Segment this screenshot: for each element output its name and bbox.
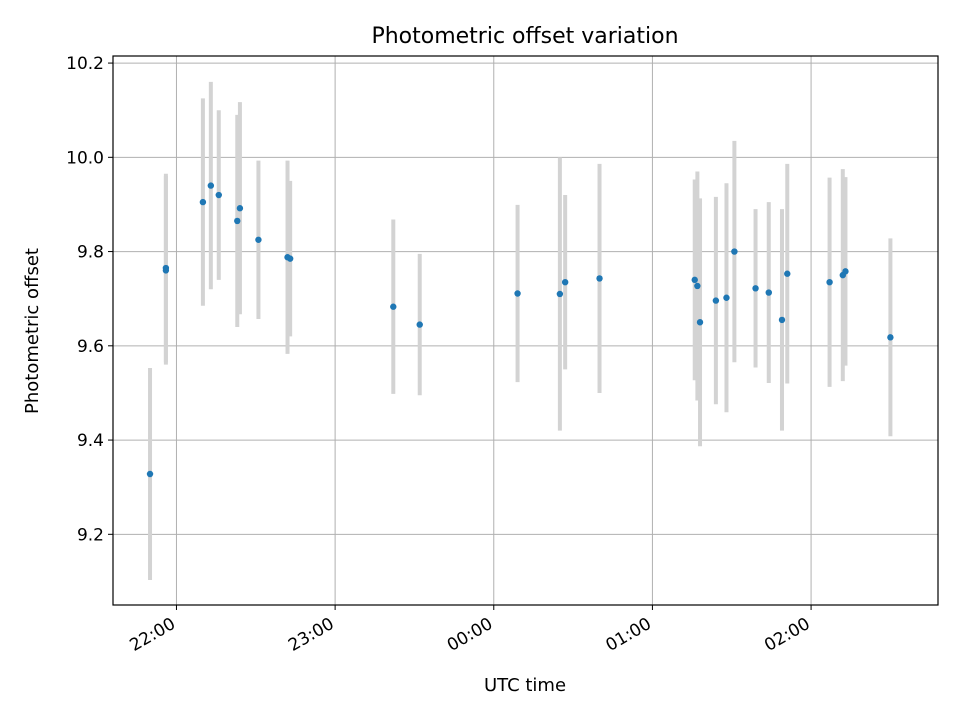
data-point	[752, 285, 759, 292]
point-layer	[146, 182, 894, 478]
data-point	[887, 334, 894, 341]
data-point	[723, 294, 730, 301]
y-tick-label: 10.2	[66, 54, 104, 74]
data-point	[691, 276, 698, 284]
data-point	[731, 248, 738, 255]
data-point	[215, 191, 222, 199]
data-point	[162, 264, 170, 272]
data-point	[694, 282, 701, 290]
data-point	[234, 217, 241, 225]
grid-layer	[113, 56, 938, 605]
data-point	[696, 319, 704, 326]
y-axis-label: Photometric offset	[22, 248, 43, 414]
data-point	[286, 255, 294, 262]
data-point	[842, 268, 849, 275]
plot-frame	[112, 55, 939, 606]
data-point	[514, 290, 521, 297]
data-point	[236, 205, 244, 212]
data-point	[561, 278, 569, 286]
y-tick-label: 9.2	[77, 525, 104, 545]
data-point	[712, 297, 720, 304]
data-point	[778, 316, 786, 324]
data-point	[784, 270, 791, 277]
data-point	[765, 289, 772, 296]
x-axis-label: UTC time	[484, 675, 566, 696]
data-point	[255, 236, 262, 243]
data-point	[199, 198, 207, 206]
data-point	[596, 275, 603, 282]
y-tick-label: 10.0	[66, 148, 104, 168]
y-tick-label: 9.6	[77, 337, 104, 357]
data-point	[826, 278, 833, 286]
data-point	[416, 321, 423, 328]
data-point	[556, 290, 564, 298]
data-point	[146, 470, 154, 478]
y-tick-label: 9.8	[77, 243, 104, 263]
chart-title: Photometric offset variation	[371, 24, 678, 49]
data-point	[390, 303, 397, 310]
y-tick-label: 9.4	[77, 431, 104, 451]
data-point	[207, 182, 215, 189]
